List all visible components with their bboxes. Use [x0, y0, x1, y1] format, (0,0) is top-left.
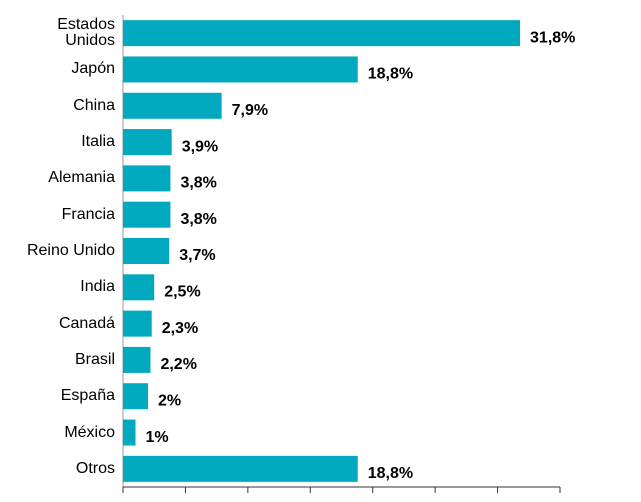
value-label: 18,8% [368, 66, 413, 83]
bar [123, 274, 155, 301]
category-label: Brasil [74, 350, 115, 368]
bar [123, 129, 172, 156]
value-label: 3,9% [182, 138, 218, 155]
bar [123, 383, 148, 410]
value-label: 1% [145, 429, 168, 446]
value-label: 3,8% [180, 211, 216, 228]
value-label: 3,8% [180, 175, 216, 192]
category-label: Canadá [58, 314, 115, 332]
category-label: India [80, 278, 115, 296]
value-label: 2,2% [160, 356, 196, 373]
category-label: China [73, 96, 115, 114]
category-label: Italia [81, 133, 115, 151]
bar [123, 201, 171, 228]
category-label: Francia [61, 205, 115, 223]
bar [123, 56, 358, 83]
bar [123, 20, 521, 47]
bar [123, 419, 136, 446]
bar [123, 455, 358, 482]
value-label: 3,7% [179, 247, 215, 264]
value-label: 31,8% [530, 29, 575, 46]
value-label: 2% [158, 392, 181, 409]
category-label: Otros [75, 459, 115, 477]
category-label: Alemania [48, 169, 115, 187]
value-label: 7,9% [232, 102, 268, 119]
bar [123, 238, 170, 264]
bar [123, 346, 151, 373]
category-label: Estados Unidos [57, 16, 115, 50]
value-label: 18,8% [368, 465, 413, 482]
value-label: 2,3% [162, 320, 198, 337]
category-label: Japón [71, 60, 115, 78]
category-label: España [60, 387, 115, 405]
bar [123, 92, 222, 119]
category-label: México [64, 423, 115, 441]
category-label: Reino Unido [26, 242, 115, 259]
value-label: 2,5% [164, 284, 200, 301]
bar [123, 310, 152, 337]
bar [123, 165, 171, 192]
